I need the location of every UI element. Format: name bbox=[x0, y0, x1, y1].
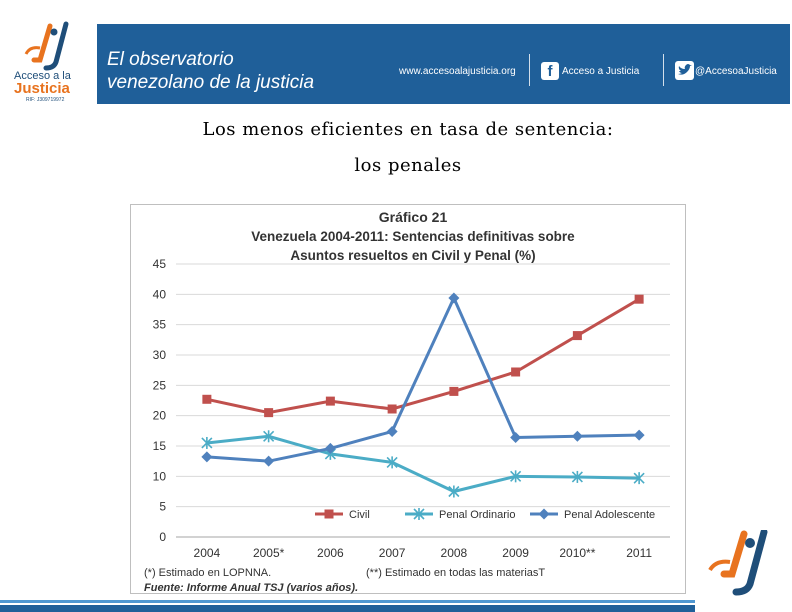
x-tick-label: 2010** bbox=[559, 546, 595, 560]
series-civil bbox=[202, 294, 644, 418]
data-point-square bbox=[449, 386, 459, 396]
data-point-star bbox=[448, 485, 460, 498]
footer-logo-icon bbox=[708, 530, 768, 596]
x-tick-label: 2005* bbox=[253, 546, 285, 560]
series-line bbox=[206, 434, 640, 494]
y-tick-label: 20 bbox=[153, 409, 167, 423]
y-tick-label: 15 bbox=[153, 439, 167, 453]
header-banner: El observatorio venezolano de la justici… bbox=[97, 24, 790, 104]
x-tick-label: 2004 bbox=[194, 546, 221, 560]
data-point-square bbox=[387, 404, 397, 414]
acceso-justicia-logo bbox=[24, 21, 69, 71]
chart-title-line2: Venezuela 2004-2011: Sentencias definiti… bbox=[251, 229, 575, 244]
logo-text-line1: Acceso a la bbox=[14, 70, 71, 82]
data-point-diamond bbox=[633, 429, 645, 441]
legend-item: Penal Ordinario bbox=[405, 508, 515, 521]
y-axis: 0 5 10 15 20 25 30 35 40 45 bbox=[153, 257, 167, 544]
y-tick-label: 5 bbox=[159, 500, 166, 514]
data-point-square bbox=[572, 331, 582, 341]
banner-divider bbox=[529, 54, 530, 86]
legend-label: Penal Adolescente bbox=[564, 509, 655, 521]
data-point-diamond bbox=[386, 425, 398, 437]
data-point-square bbox=[324, 509, 334, 519]
data-point-diamond bbox=[538, 508, 550, 520]
data-point-diamond bbox=[448, 292, 460, 304]
y-tick-label: 0 bbox=[159, 530, 166, 544]
chart-series bbox=[201, 292, 645, 498]
x-tick-label: 2009 bbox=[502, 546, 529, 560]
chart-legend: Civil Penal Ordinario Penal Adolescente bbox=[315, 508, 655, 521]
data-point-square bbox=[202, 394, 212, 404]
banner-divider bbox=[663, 54, 664, 86]
logo-rif: RIF: J309719972 bbox=[26, 97, 65, 103]
x-tick-label: 2011 bbox=[626, 546, 652, 560]
data-point-star bbox=[413, 508, 425, 520]
data-point-square bbox=[325, 396, 335, 406]
banner-title-line2: venezolano de la justicia bbox=[107, 72, 315, 93]
twitter-icon[interactable] bbox=[675, 61, 694, 80]
page-subtitle: los penales bbox=[354, 155, 462, 176]
x-axis: 2004 2005* 2006 2007 2008 2009 2010** 2011 bbox=[194, 546, 653, 560]
data-point-square bbox=[634, 294, 644, 304]
facebook-icon[interactable]: f bbox=[541, 62, 559, 80]
x-tick-label: 2006 bbox=[317, 546, 344, 560]
chart-footnote-2: (**) Estimado en todas las materiasT bbox=[366, 567, 545, 579]
y-tick-label: 40 bbox=[153, 287, 167, 301]
chart-title-line3: Asuntos resueltos en Civil y Penal (%) bbox=[290, 248, 535, 263]
facebook-link[interactable]: Acceso a Justicia bbox=[562, 66, 640, 77]
twitter-link[interactable]: @AccesoaJusticia bbox=[695, 66, 777, 77]
website-link[interactable]: www.accesoalajusticia.org bbox=[399, 66, 516, 77]
data-point-star bbox=[633, 472, 645, 485]
y-tick-label: 25 bbox=[153, 378, 167, 392]
y-tick-label: 30 bbox=[153, 348, 167, 362]
legend-item: Civil bbox=[315, 509, 370, 521]
data-point-star bbox=[571, 470, 583, 483]
y-tick-label: 35 bbox=[153, 318, 167, 332]
data-point-square bbox=[264, 408, 274, 418]
chart-title-line1: Gráfico 21 bbox=[379, 209, 448, 225]
y-tick-label: 45 bbox=[153, 257, 167, 271]
data-point-star bbox=[386, 456, 398, 469]
footer-bar-light bbox=[0, 600, 695, 603]
chart-footnote-1: (*) Estimado en LOPNNA. bbox=[144, 567, 271, 579]
series-penal-adolescente bbox=[201, 292, 645, 467]
data-point-star bbox=[201, 436, 213, 449]
banner-title-line1: El observatorio bbox=[107, 49, 234, 70]
logo-text-line2: Justicia bbox=[14, 80, 70, 97]
x-tick-label: 2008 bbox=[441, 546, 468, 560]
series-line bbox=[206, 297, 640, 415]
data-point-diamond bbox=[571, 430, 583, 442]
data-point-star bbox=[510, 470, 522, 483]
legend-label: Civil bbox=[349, 509, 370, 521]
data-point-diamond bbox=[201, 451, 213, 463]
x-tick-label: 2007 bbox=[379, 546, 406, 560]
data-point-diamond bbox=[510, 432, 522, 444]
legend-label: Penal Ordinario bbox=[439, 509, 515, 521]
line-chart: Gráfico 21 Venezuela 2004-2011: Sentenci… bbox=[130, 204, 686, 594]
page-title: Los menos eficientes en tasa de sentenci… bbox=[202, 119, 614, 140]
series-line bbox=[206, 294, 640, 463]
data-point-diamond bbox=[263, 455, 275, 467]
chart-source: Fuente: Informe Anual TSJ (varios años). bbox=[144, 582, 358, 594]
data-point-square bbox=[511, 367, 521, 377]
data-point-star bbox=[263, 430, 275, 443]
data-point-diamond bbox=[324, 442, 336, 454]
y-tick-label: 10 bbox=[153, 469, 167, 483]
footer-bar-dark bbox=[0, 605, 695, 612]
legend-item: Penal Adolescente bbox=[530, 508, 655, 521]
